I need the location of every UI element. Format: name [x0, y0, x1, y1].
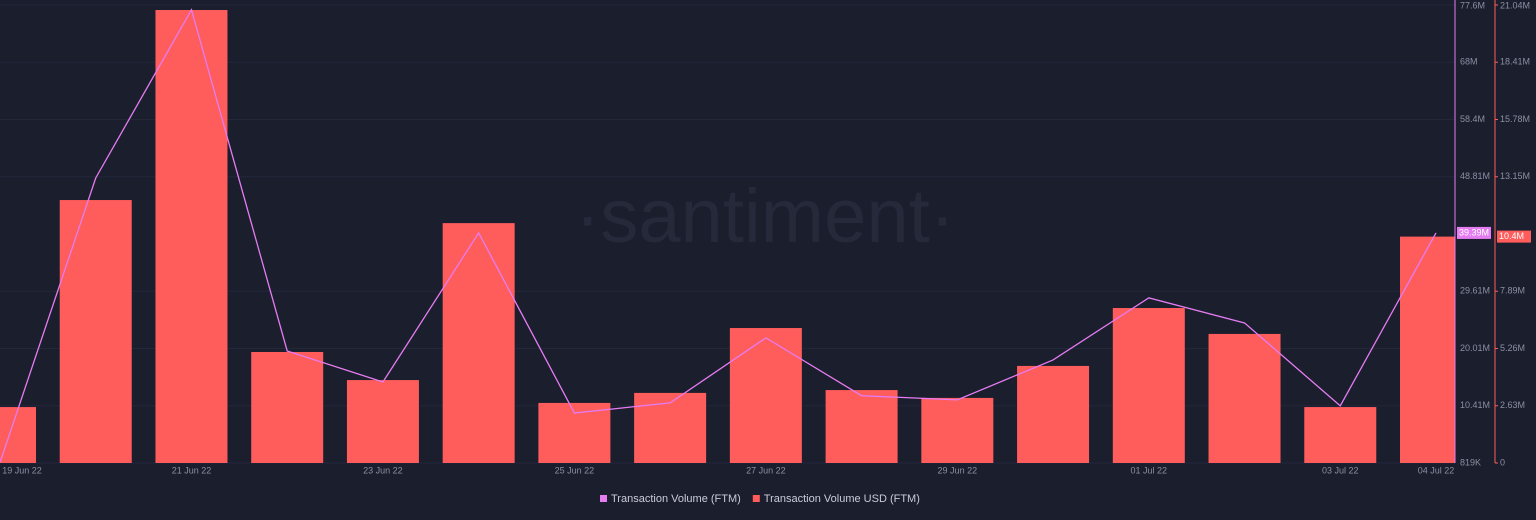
x-tick-label: 01 Jul 22 [1131, 465, 1168, 475]
y-tick-label: 48.81M [1460, 171, 1490, 181]
bar [442, 223, 515, 463]
bar [0, 407, 36, 463]
bar [1400, 236, 1455, 463]
y2-tick-label: 5.26M [1500, 343, 1525, 353]
bar [346, 380, 419, 463]
bar [729, 328, 802, 463]
legend-label: Transaction Volume USD (FTM) [764, 493, 920, 505]
current-value-badge: 10.4M [1497, 230, 1531, 243]
y2-tick-label: 7.89M [1500, 286, 1525, 296]
bar [1017, 365, 1090, 463]
bar [1112, 308, 1185, 463]
legend-label: Transaction Volume (FTM) [611, 493, 741, 505]
x-tick-label: 04 Jul 22 [1418, 465, 1455, 475]
y2-tick-label: 18.41M [1500, 57, 1530, 67]
y2-tick-label: 21.04M [1500, 0, 1530, 10]
y-tick-label: 819K [1460, 457, 1481, 467]
current-value-label: 39.39M [1459, 227, 1489, 237]
y-tick-label: 10.41M [1460, 400, 1490, 410]
y-tick-label: 68M [1460, 57, 1478, 67]
badge-box [1457, 226, 1491, 239]
bar [1208, 333, 1281, 463]
x-tick-label: 19 Jun 22 [2, 465, 42, 475]
y-tick-label: 20.01M [1460, 343, 1490, 353]
x-tick-label: 03 Jul 22 [1322, 465, 1359, 475]
line [0, 8, 1437, 463]
bar [825, 390, 898, 463]
badge-box [1497, 230, 1531, 243]
bar [59, 200, 132, 464]
x-tick-label: 21 Jun 22 [172, 465, 212, 475]
bar [251, 351, 324, 463]
y2-tick-label: 13.15M [1500, 171, 1530, 181]
current-value-label: 10.4M [1499, 231, 1524, 241]
y2-tick-label: 0 [1500, 457, 1505, 467]
bar [1304, 407, 1377, 463]
legend-swatch [752, 495, 760, 502]
bar [921, 397, 994, 463]
legend-swatch [600, 495, 607, 502]
x-tick-label: 29 Jun 22 [938, 465, 978, 475]
y-tick-label: 29.61M [1460, 286, 1490, 296]
y-tick-label: 58.4M [1460, 114, 1485, 124]
current-value-badge: 39.39M [1457, 226, 1491, 239]
y2-tick-label: 2.63M [1500, 400, 1525, 410]
x-tick-label: 27 Jun 22 [746, 465, 786, 475]
bar [634, 392, 707, 463]
x-tick-label: 23 Jun 22 [363, 465, 403, 475]
y2-tick-label: 15.78M [1500, 114, 1530, 124]
watermark: ·santiment· [575, 174, 955, 259]
x-tick-label: 25 Jun 22 [555, 465, 595, 475]
bar [155, 10, 228, 464]
y-tick-label: 77.6M [1460, 0, 1485, 10]
legend: Transaction Volume (FTM) Transaction Volu… [600, 493, 920, 505]
